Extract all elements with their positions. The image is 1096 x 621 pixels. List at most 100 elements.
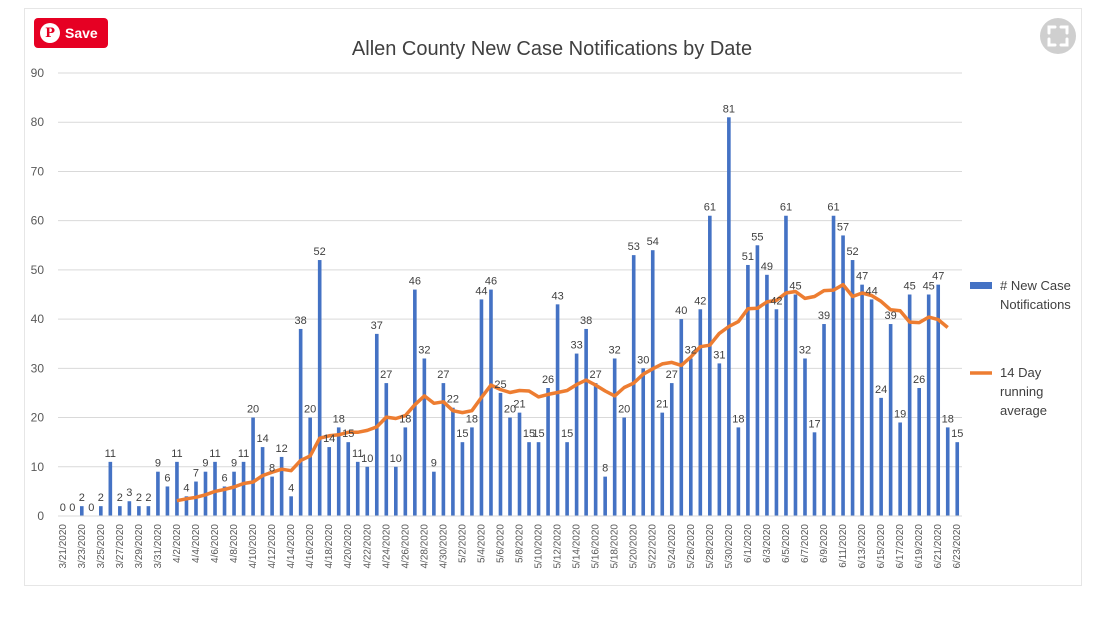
- bar: [527, 442, 531, 516]
- data-label: 32: [609, 344, 621, 356]
- bar: [279, 456, 284, 516]
- data-label: 44: [475, 285, 487, 297]
- bar: [498, 392, 503, 516]
- bar: [650, 250, 655, 516]
- bar: [945, 427, 950, 516]
- expand-button[interactable]: [1040, 18, 1076, 54]
- data-label: 46: [409, 276, 421, 288]
- bar: [127, 501, 132, 516]
- x-tick-label: 4/22/2020: [362, 524, 373, 569]
- bar: [289, 496, 293, 516]
- data-label: 18: [466, 413, 478, 425]
- bar: [546, 388, 550, 516]
- bar: [118, 506, 122, 516]
- bar: [336, 427, 341, 516]
- x-tick-label: 5/20/2020: [629, 524, 640, 569]
- bar: [688, 358, 693, 516]
- data-label: 10: [390, 453, 402, 465]
- bar: [812, 432, 817, 516]
- bar: [517, 412, 522, 516]
- data-label: 3: [126, 487, 132, 499]
- bar: [612, 358, 617, 516]
- x-tick-label: 4/16/2020: [305, 524, 316, 569]
- data-label: 9: [202, 458, 208, 470]
- bar: [241, 461, 246, 516]
- y-tick-label: 40: [31, 312, 45, 326]
- save-button-label: Save: [65, 25, 98, 41]
- bar: [669, 383, 674, 516]
- bar: [765, 274, 769, 516]
- expand-icon: [1047, 25, 1069, 47]
- data-label: 61: [827, 202, 839, 214]
- data-label: 21: [513, 399, 525, 411]
- data-label: 42: [770, 295, 782, 307]
- x-tick-label: 5/14/2020: [572, 524, 583, 569]
- x-tick-label: 6/1/2020: [743, 524, 754, 563]
- data-label: 0: [88, 502, 94, 514]
- data-label: 42: [694, 295, 706, 307]
- x-tick-label: 4/18/2020: [324, 524, 335, 569]
- data-label: 44: [865, 285, 877, 297]
- bar: [822, 324, 826, 516]
- data-label: 8: [602, 463, 608, 475]
- bar: [460, 442, 465, 516]
- y-tick-label: 10: [31, 460, 45, 474]
- y-tick-label: 30: [31, 361, 45, 375]
- x-tick-label: 4/6/2020: [210, 524, 221, 563]
- bar: [755, 245, 760, 516]
- bar: [479, 299, 484, 516]
- bar: [679, 319, 684, 516]
- bar: [317, 260, 322, 516]
- x-tick-label: 4/24/2020: [381, 524, 392, 569]
- bar: [717, 363, 722, 516]
- legend-bar-swatch: [970, 282, 992, 289]
- bar: [394, 466, 398, 516]
- data-label: 10: [361, 453, 373, 465]
- data-label: 32: [685, 344, 697, 356]
- x-tick-label: 5/22/2020: [648, 524, 659, 569]
- pinterest-save-button[interactable]: P Save: [34, 18, 108, 48]
- x-tick-label: 4/4/2020: [191, 524, 202, 563]
- data-label: 61: [704, 202, 716, 214]
- bar: [879, 397, 883, 516]
- bar: [251, 417, 255, 516]
- data-label: 54: [647, 236, 659, 248]
- bar: [917, 388, 921, 516]
- bar: [622, 417, 626, 516]
- bar: [365, 466, 370, 516]
- data-label: 32: [799, 344, 811, 356]
- data-label: 40: [675, 305, 687, 317]
- bar: [260, 447, 265, 516]
- bar: [793, 294, 798, 516]
- bar: [156, 471, 160, 516]
- x-tick-label: 5/28/2020: [705, 524, 716, 569]
- data-label: 11: [105, 448, 116, 460]
- pinterest-icon: P: [40, 23, 60, 43]
- data-label: 27: [437, 369, 449, 381]
- y-tick-label: 20: [31, 411, 45, 425]
- x-tick-label: 4/12/2020: [267, 524, 278, 569]
- bar: [660, 412, 665, 516]
- bar: [698, 309, 703, 516]
- bar: [232, 471, 236, 516]
- x-tick-label: 5/10/2020: [534, 524, 545, 569]
- running-average-line: [176, 282, 949, 503]
- x-tick-label: 5/8/2020: [515, 524, 526, 563]
- x-tick-label: 6/19/2020: [914, 524, 925, 569]
- x-tick-label: 5/4/2020: [476, 524, 487, 563]
- x-tick-label: 5/16/2020: [591, 524, 602, 569]
- data-label: 18: [942, 413, 954, 425]
- x-tick-label: 5/30/2020: [724, 524, 735, 569]
- x-tick-label: 5/12/2020: [553, 524, 564, 569]
- x-tick-label: 3/29/2020: [134, 524, 145, 569]
- bar: [384, 383, 389, 516]
- data-label: 39: [885, 310, 897, 322]
- bar: [270, 476, 274, 516]
- bar: [784, 215, 788, 516]
- bar: [907, 294, 912, 516]
- bar: [708, 215, 712, 516]
- x-tick-label: 5/18/2020: [610, 524, 621, 569]
- data-label: 30: [637, 354, 649, 366]
- data-label: 2: [79, 492, 85, 504]
